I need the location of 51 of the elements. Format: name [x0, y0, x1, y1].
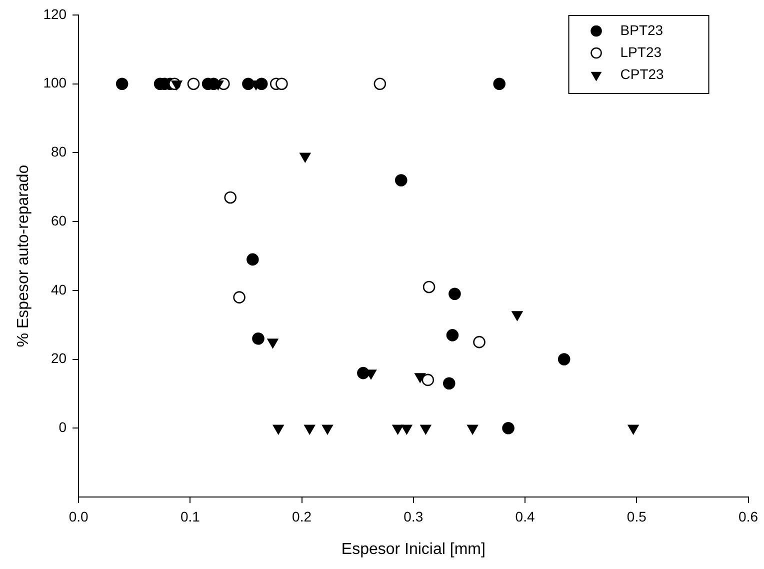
legend-label: CPT23 — [620, 66, 664, 82]
point — [242, 78, 254, 90]
point — [422, 280, 436, 294]
y-axis-title: % Espesor auto-reparado — [15, 164, 32, 348]
point — [442, 377, 456, 390]
y-tick-label: 40 — [50, 281, 67, 298]
x-tick-label: 0.1 — [180, 508, 200, 524]
point — [392, 424, 404, 434]
point — [322, 424, 333, 434]
point — [422, 374, 434, 386]
y-tick-label: 60 — [50, 212, 67, 228]
point — [414, 373, 426, 383]
y-tick-label: 100 — [43, 74, 67, 91]
point — [272, 424, 284, 434]
point — [502, 422, 514, 434]
point — [187, 78, 200, 90]
point — [233, 291, 246, 304]
point — [394, 174, 408, 186]
point — [420, 424, 432, 434]
point — [446, 329, 459, 342]
point — [267, 338, 278, 348]
point — [374, 78, 386, 90]
point — [512, 311, 523, 321]
legend-label: LPT23 — [620, 44, 662, 60]
y-tick-label: 120 — [43, 6, 67, 22]
x-tick-label: 0.5 — [626, 508, 647, 524]
legend-label: BPT23 — [620, 22, 664, 38]
x-tick-label: 0.0 — [68, 508, 88, 524]
y-tick-label: 0 — [58, 419, 67, 435]
point — [401, 424, 412, 434]
x-tick-label: 0.2 — [292, 508, 312, 524]
y-tick-label: 20 — [50, 350, 67, 366]
point — [224, 191, 237, 204]
point — [116, 78, 128, 90]
x-tick-label: 0.6 — [738, 508, 758, 524]
point — [448, 288, 461, 300]
point — [300, 152, 311, 162]
point — [304, 424, 316, 434]
point — [493, 78, 506, 90]
point — [467, 424, 478, 434]
x-tick-label: 0.4 — [515, 508, 535, 524]
point — [628, 424, 639, 434]
point — [558, 353, 570, 366]
x-tick-label: 0.3 — [404, 508, 424, 524]
point — [171, 80, 182, 90]
point — [473, 336, 486, 348]
point — [246, 253, 259, 266]
point — [252, 332, 264, 345]
y-tick-label: 80 — [50, 144, 67, 160]
x-axis-title: Espesor Inicial [mm] — [341, 540, 486, 558]
point — [276, 78, 288, 90]
